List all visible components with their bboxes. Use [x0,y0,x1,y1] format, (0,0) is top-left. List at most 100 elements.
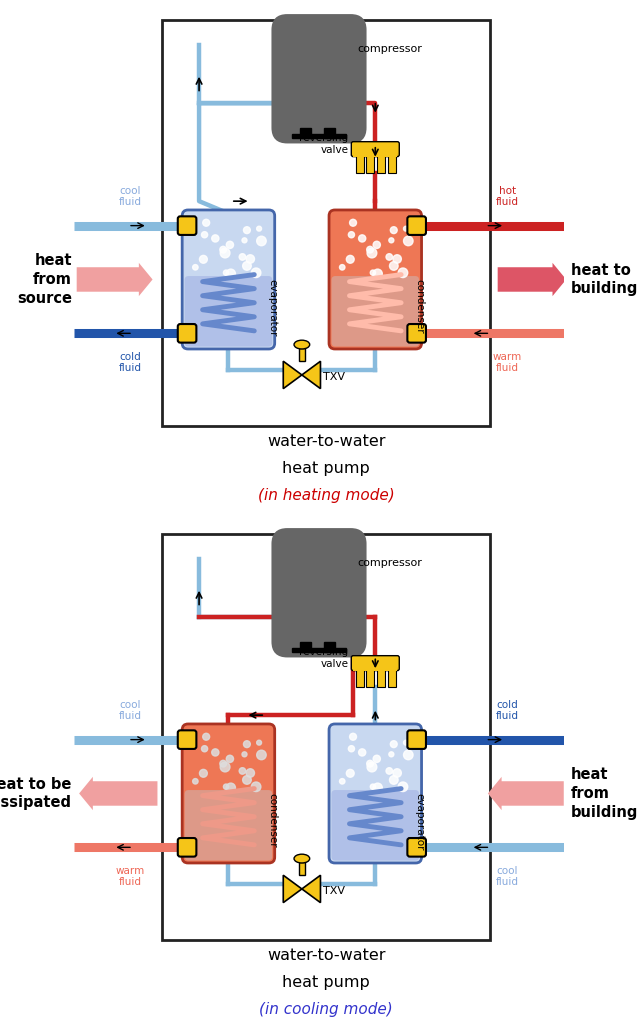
Circle shape [403,740,408,745]
Text: warm
fluid: warm fluid [116,866,145,887]
Circle shape [389,238,394,243]
Circle shape [359,234,366,242]
Text: heat pump: heat pump [283,461,370,475]
Text: cold
fluid: cold fluid [119,352,142,373]
Text: heat
from
source: heat from source [17,253,72,305]
Text: heat
from
building: heat from building [571,767,638,819]
Circle shape [393,769,401,777]
Circle shape [203,733,210,740]
FancyBboxPatch shape [184,791,272,860]
Circle shape [244,226,250,233]
Circle shape [386,768,392,774]
Circle shape [220,248,230,258]
FancyBboxPatch shape [182,724,275,863]
Circle shape [193,778,198,784]
Circle shape [246,769,255,777]
Text: warm
fluid: warm fluid [493,352,522,373]
Circle shape [200,769,207,777]
Circle shape [398,268,408,278]
Circle shape [220,247,226,253]
Polygon shape [283,361,302,389]
FancyArrow shape [488,777,564,810]
Bar [356,667,364,687]
Text: heat to be
dissipated: heat to be dissipated [0,776,72,810]
Bar [388,153,396,173]
FancyBboxPatch shape [353,664,397,671]
Ellipse shape [294,854,309,863]
Circle shape [212,234,219,242]
Text: hot
fluid: hot fluid [496,186,519,207]
FancyBboxPatch shape [162,535,491,940]
FancyBboxPatch shape [352,141,399,157]
Text: TXV: TXV [323,373,345,382]
Circle shape [223,270,228,275]
Text: cool
fluid: cool fluid [119,700,142,721]
FancyBboxPatch shape [178,838,197,857]
Circle shape [226,783,235,793]
FancyBboxPatch shape [178,324,197,343]
FancyArrow shape [77,263,152,296]
Bar [366,667,375,687]
Bar [324,642,335,652]
FancyBboxPatch shape [178,730,197,749]
Bar [300,128,311,138]
FancyBboxPatch shape [329,724,422,863]
FancyBboxPatch shape [407,324,426,343]
FancyBboxPatch shape [407,838,426,857]
Bar [356,153,364,173]
Circle shape [246,255,255,263]
FancyBboxPatch shape [184,276,272,346]
Ellipse shape [294,340,309,349]
Circle shape [367,247,373,253]
Circle shape [226,269,235,279]
FancyBboxPatch shape [353,150,397,157]
Circle shape [251,782,261,792]
Circle shape [393,255,401,263]
Circle shape [386,254,392,260]
Circle shape [239,254,246,260]
Circle shape [390,740,397,748]
Circle shape [220,762,230,772]
Circle shape [212,749,219,756]
Circle shape [373,783,382,793]
Circle shape [226,242,234,249]
Circle shape [403,237,413,246]
Circle shape [389,261,398,270]
Text: (in cooling mode): (in cooling mode) [260,1001,393,1017]
FancyBboxPatch shape [407,730,426,749]
FancyBboxPatch shape [407,216,426,234]
FancyBboxPatch shape [182,210,275,349]
Text: cool
fluid: cool fluid [496,866,519,887]
Circle shape [367,760,373,767]
Circle shape [350,733,357,740]
Circle shape [370,784,376,790]
Bar [292,647,346,652]
FancyBboxPatch shape [272,15,366,142]
Circle shape [359,749,366,756]
Circle shape [348,231,355,238]
Circle shape [389,752,394,757]
Circle shape [398,782,408,792]
FancyArrow shape [79,777,158,810]
Circle shape [373,269,382,279]
Circle shape [256,740,262,745]
Circle shape [346,255,354,263]
FancyBboxPatch shape [352,655,399,671]
Text: TXV: TXV [323,887,345,896]
Circle shape [242,775,251,784]
FancyArrow shape [498,263,566,296]
Text: cold
fluid: cold fluid [496,700,519,721]
Text: cool
fluid: cool fluid [119,186,142,207]
Text: water-to-water: water-to-water [267,947,385,963]
Circle shape [373,242,380,249]
Circle shape [223,784,228,790]
Circle shape [350,219,357,226]
Text: heat to
building: heat to building [571,263,638,296]
Bar [300,642,311,652]
Circle shape [242,752,247,757]
Circle shape [403,751,413,760]
Text: evaporator: evaporator [415,794,425,851]
Text: reversing
valve: reversing valve [299,133,348,155]
FancyBboxPatch shape [162,20,491,426]
Text: reversing
valve: reversing valve [299,647,348,669]
